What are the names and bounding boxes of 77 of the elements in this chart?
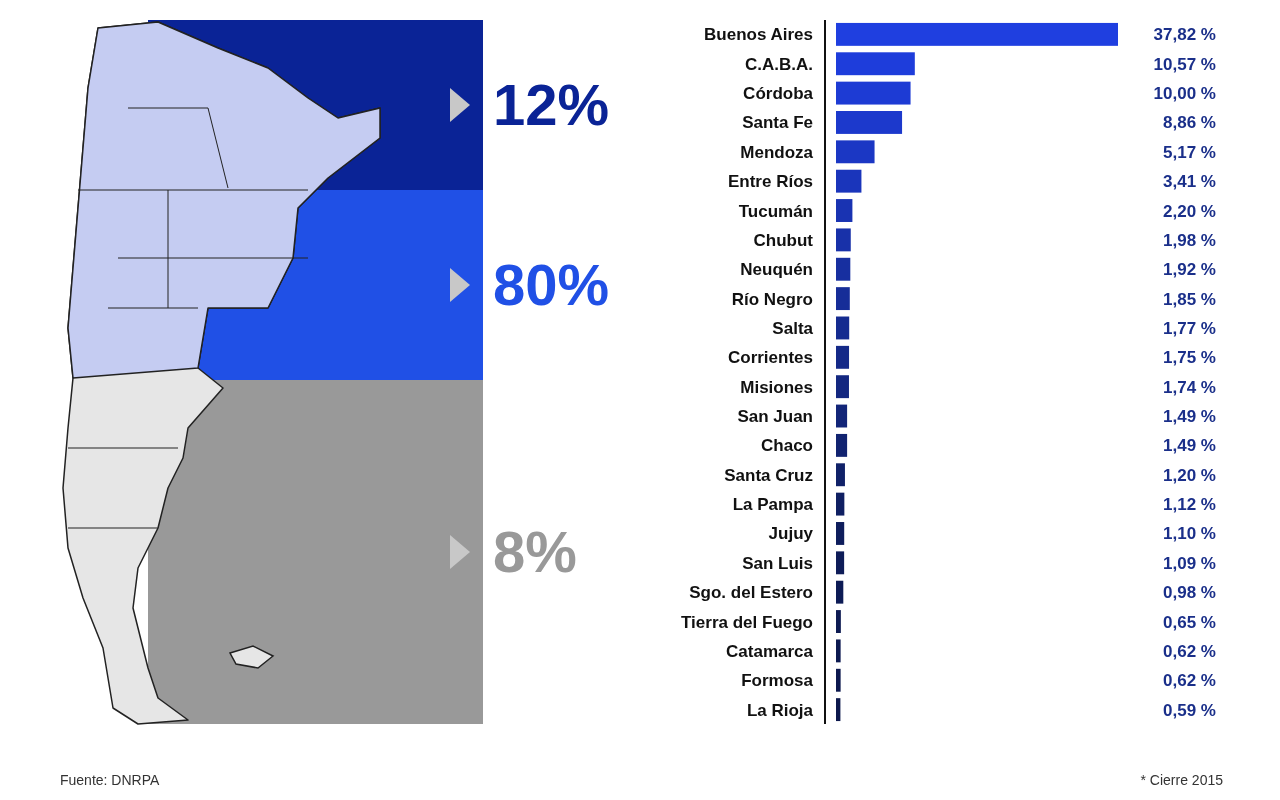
bar (836, 433, 848, 457)
data-label: 1,75 % (1163, 348, 1216, 368)
bar (836, 698, 841, 722)
y-tick-label: Río Negro (731, 289, 813, 309)
bar (836, 316, 850, 340)
bar (836, 580, 844, 604)
bar (836, 345, 850, 369)
bar (836, 668, 841, 692)
data-label: 10,57 % (1153, 54, 1216, 74)
data-label: 0,59 % (1163, 700, 1216, 720)
bar (836, 81, 911, 105)
data-label: 2,20 % (1163, 201, 1216, 221)
y-tick-label: Catamarca (726, 641, 814, 661)
data-label: 8,86 % (1163, 113, 1216, 133)
y-tick-label: Tucumán (738, 201, 813, 221)
bar (836, 610, 841, 633)
data-label: 0,65 % (1163, 612, 1216, 632)
data-label: 5,17 % (1163, 142, 1216, 162)
data-label: 1,85 % (1163, 289, 1216, 309)
y-tick-label: Formosa (741, 671, 814, 691)
data-label: 1,49 % (1163, 407, 1216, 427)
data-label: 1,12 % (1163, 495, 1216, 515)
bar (836, 169, 862, 193)
bar (836, 404, 848, 428)
y-tick-label: Sgo. del Estero (689, 583, 813, 603)
y-tick-label: San Juan (737, 407, 813, 427)
data-label: 1,77 % (1163, 318, 1216, 338)
text: * Cierre 2015 (1140, 772, 1224, 788)
y-tick-label: Mendoza (740, 142, 814, 162)
y-tick-label: Entre Ríos (727, 172, 813, 192)
y-tick-label: Tierra del Fuego (681, 612, 813, 632)
bar (836, 52, 915, 76)
bar (836, 639, 841, 663)
y-tick-label: Corrientes (727, 348, 813, 368)
data-label: 10,00 % (1153, 84, 1216, 104)
data-label: 1,92 % (1163, 260, 1216, 280)
bar (836, 375, 849, 399)
bar (836, 228, 851, 252)
y-tick-label: Santa Cruz (724, 465, 813, 485)
y-tick-label: Santa Fe (742, 113, 813, 133)
y-tick-label: Jujuy (768, 524, 814, 544)
data-label: 1,10 % (1163, 524, 1216, 544)
y-tick-label: Buenos Aires (704, 25, 813, 45)
y-tick-label: La Rioja (746, 700, 814, 720)
bar (836, 140, 875, 164)
data-label: 1,20 % (1163, 465, 1216, 485)
bar (836, 257, 851, 281)
data-label: 8% (493, 519, 577, 584)
data-label: 0,62 % (1163, 671, 1216, 691)
y-tick-label: Córdoba (743, 84, 814, 104)
data-label: 1,09 % (1163, 553, 1216, 573)
bar (836, 551, 845, 575)
data-label: 0,62 % (1163, 641, 1216, 661)
y-tick-label: Chaco (761, 436, 813, 456)
bar (836, 111, 903, 134)
y-tick-label: C.A.B.A. (745, 54, 813, 74)
bar (836, 22, 1118, 46)
y-tick-label: San Luis (742, 553, 813, 573)
data-label: 1,98 % (1163, 230, 1216, 250)
bar (836, 463, 845, 487)
data-label: 12% (493, 72, 610, 137)
y-tick-label: Neuquén (740, 260, 813, 280)
bar (836, 199, 853, 222)
data-label: 80% (493, 252, 610, 317)
y-tick-label: Chubut (753, 230, 814, 250)
bar (836, 492, 845, 516)
data-label: 1,74 % (1163, 377, 1216, 397)
y-tick-label: Salta (772, 318, 814, 338)
y-tick-label: Misiones (740, 377, 813, 397)
data-label: 1,49 % (1163, 436, 1216, 456)
source-note: Fuente: DNRPA (60, 772, 160, 788)
bar (836, 287, 850, 311)
data-label: 3,41 % (1163, 172, 1216, 192)
data-label: 0,98 % (1163, 583, 1216, 603)
data-label: 37,82 % (1153, 25, 1216, 45)
bar (836, 522, 845, 545)
y-tick-label: La Pampa (732, 495, 814, 515)
